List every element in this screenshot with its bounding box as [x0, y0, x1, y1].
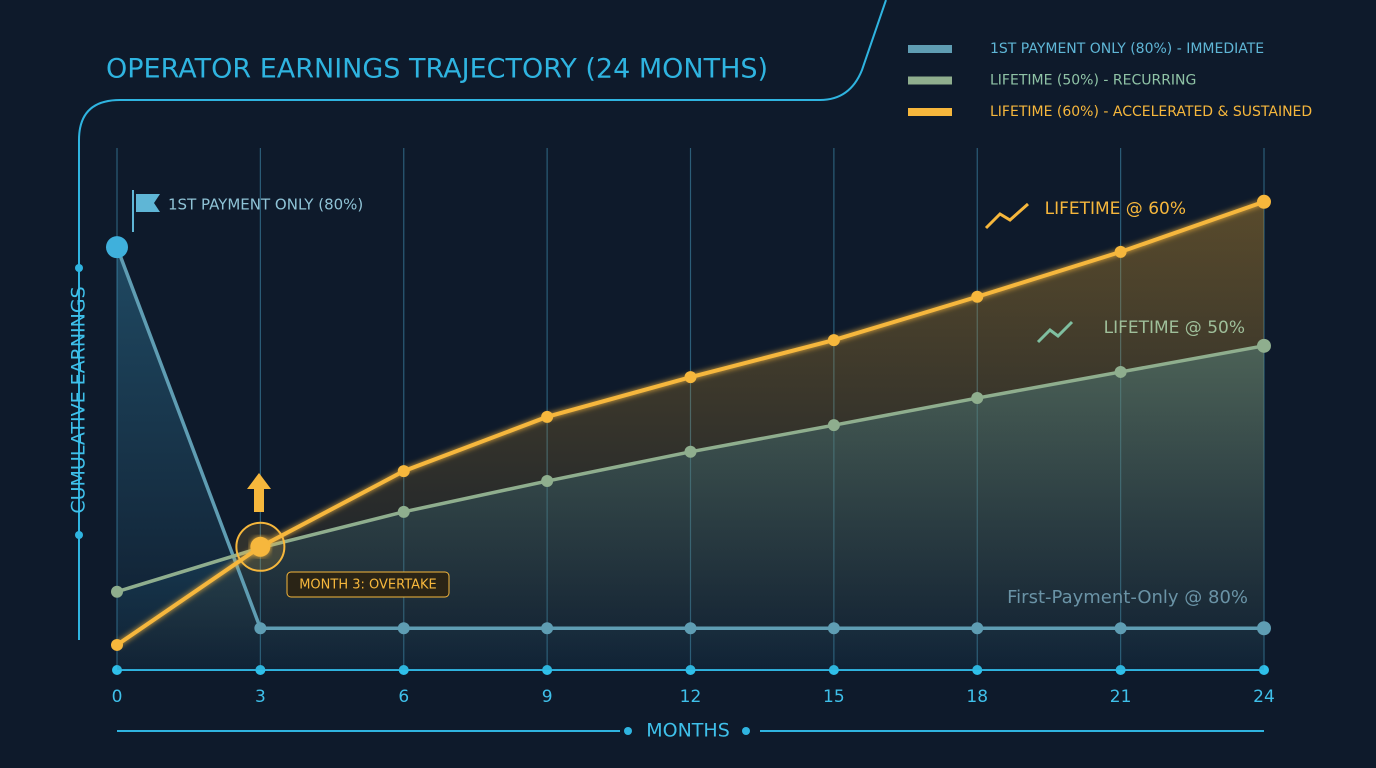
legend-swatch [908, 76, 952, 85]
data-point [111, 638, 123, 651]
data-point [106, 236, 128, 259]
data-point [541, 475, 554, 488]
data-point [1257, 194, 1271, 209]
data-point [684, 445, 697, 458]
x-tick-label: 9 [542, 687, 553, 707]
data-point [1114, 622, 1127, 635]
axis-dot [624, 727, 632, 735]
series-label: LIFETIME @ 50% [1104, 318, 1245, 338]
icon [1036, 320, 1074, 344]
data-point [397, 465, 410, 478]
axis-dot [742, 727, 750, 735]
legend-label: 1ST PAYMENT ONLY (80%) - IMMEDIATE [990, 41, 1264, 57]
up-arrow [247, 473, 271, 512]
frame-line [78, 0, 887, 260]
x-tick-label: 3 [255, 687, 266, 707]
data-point [397, 622, 410, 635]
x-tick-label: 6 [398, 687, 409, 707]
y-axis-label: CUMULATIVE EARNINGS [68, 286, 90, 513]
axis-dot [75, 531, 83, 539]
annotation: 1ST PAYMENT ONLY (80%) [168, 196, 363, 214]
x-tick-label: 18 [966, 687, 988, 707]
overtake-point [250, 536, 271, 557]
icon [984, 202, 1029, 230]
chart-title: OPERATOR EARNINGS TRAJECTORY (24 MONTHS) [106, 54, 768, 85]
x-label-bg [620, 718, 760, 744]
data-point [827, 419, 840, 432]
data-point [1114, 245, 1127, 258]
data-point [827, 334, 840, 347]
x-tick-label: 0 [112, 687, 123, 707]
data-point [1257, 338, 1271, 353]
axis-dot [75, 264, 83, 272]
series-label: First-Payment-Only @ 80% [1007, 587, 1248, 608]
legend-label: LIFETIME (60%) - ACCELERATED & SUSTAINED [990, 104, 1312, 120]
data-point [971, 392, 984, 405]
legend-swatch [908, 45, 952, 53]
series-label: LIFETIME @ 60% [1045, 199, 1186, 219]
series-area [117, 201, 1264, 671]
data-point [971, 290, 984, 303]
annotation-box [286, 571, 450, 598]
x-tick-label: 21 [1110, 687, 1132, 707]
data-point [684, 622, 697, 635]
data-point [541, 622, 554, 635]
data-point [397, 505, 410, 518]
data-point [684, 371, 697, 384]
x-tick-label: 12 [680, 687, 702, 707]
data-point [1257, 621, 1271, 636]
data-point [1114, 365, 1127, 378]
data-point [254, 622, 267, 635]
flag-icon [136, 194, 160, 212]
x-axis-label: MONTHS [646, 720, 730, 742]
x-tick-label: 24 [1253, 687, 1275, 707]
x-tick-label: 15 [823, 687, 845, 707]
data-point [971, 622, 984, 635]
legend-label: LIFETIME (50%) - RECURRING [990, 73, 1196, 89]
annotation: MONTH 3: OVERTAKE [299, 578, 437, 593]
legend-swatch [908, 108, 952, 116]
data-point [827, 622, 840, 635]
data-point [111, 585, 123, 598]
data-point [541, 410, 554, 423]
